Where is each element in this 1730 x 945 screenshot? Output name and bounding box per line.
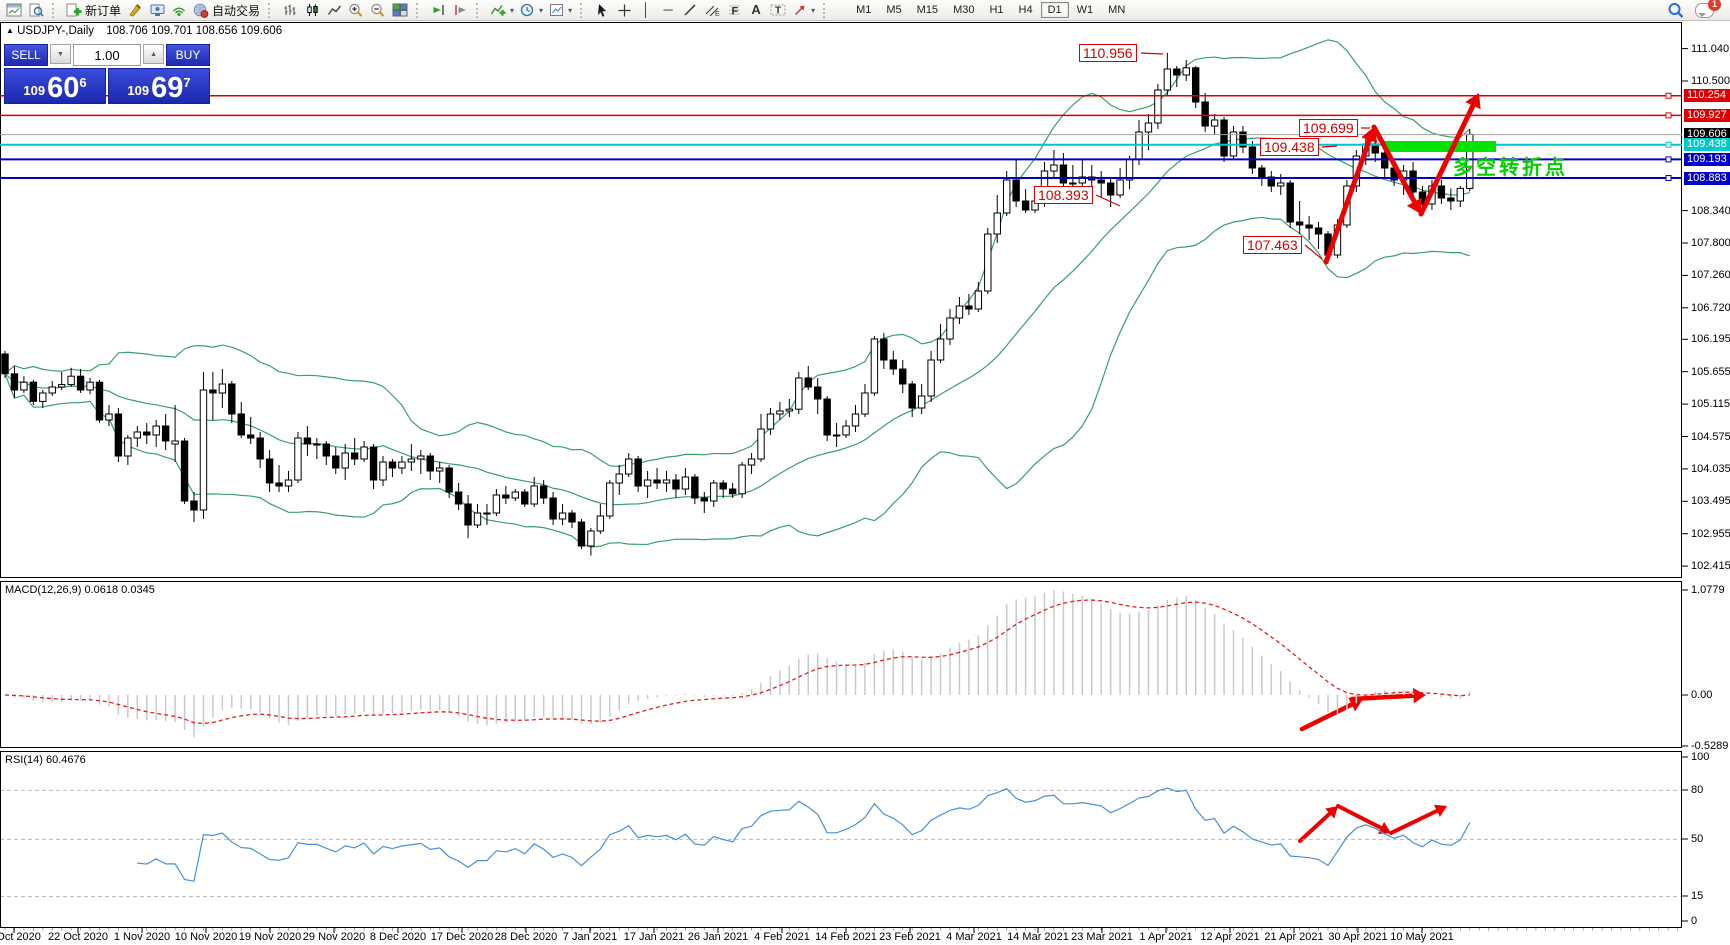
hline-handle[interactable] <box>1665 141 1672 148</box>
hline-handle[interactable] <box>1665 156 1672 163</box>
volume-increase-button[interactable]: ▲ <box>143 44 164 64</box>
chart-title-symbol: USDJPY-,Daily <box>17 25 95 37</box>
toolbar-separator <box>580 2 586 18</box>
cursor-icon[interactable] <box>592 1 612 19</box>
hline-handle[interactable] <box>1665 112 1672 119</box>
text-icon[interactable]: A <box>746 1 766 19</box>
volume-decrease-button[interactable]: ▼ <box>50 44 71 64</box>
horizontal-line-icon[interactable]: ─ <box>658 1 678 19</box>
text-label-icon[interactable]: T <box>768 1 788 19</box>
buy-price-sup: 7 <box>183 75 191 90</box>
hline-handle[interactable] <box>1665 175 1672 182</box>
autotrade-button[interactable]: 自动交易 <box>191 1 262 19</box>
timeframe-button-M30[interactable]: M30 <box>946 2 981 18</box>
timeframe-button-M1[interactable]: M1 <box>849 2 878 18</box>
arrows-icon[interactable]: ▾ <box>790 1 817 19</box>
chart-window-icon[interactable] <box>4 1 24 19</box>
toolbar-separator <box>52 2 58 18</box>
equidistant-channel-icon[interactable]: E <box>702 1 722 19</box>
new-order-button[interactable]: 新订单 <box>64 1 123 19</box>
vertical-line-icon[interactable]: │ <box>636 1 656 19</box>
chevron-down-icon: ▾ <box>510 5 515 15</box>
hline-handle[interactable] <box>1665 92 1672 99</box>
symbol-marker-icon: ▲ <box>6 26 14 35</box>
chart-shift-icon[interactable] <box>450 1 470 19</box>
timeframe-button-M5[interactable]: M5 <box>879 2 908 18</box>
chevron-down-icon: ▾ <box>568 5 573 15</box>
tile-windows-icon[interactable] <box>390 1 410 19</box>
fibonacci-icon[interactable]: F <box>724 1 744 19</box>
chart-title-ohlc: 108.706 109.701 108.656 109.606 <box>106 25 283 37</box>
toolbar-separator <box>823 2 829 18</box>
bar-chart-icon[interactable] <box>280 1 300 19</box>
sell-button[interactable]: SELL <box>4 44 48 66</box>
notification-badge: 1 <box>1708 0 1721 11</box>
periods-icon[interactable]: ▾ <box>518 1 545 19</box>
one-click-trading-panel: SELL ▼ ▲ BUY 109 60 6 109 69 7 <box>4 44 210 106</box>
indicators-icon[interactable]: ▾ <box>488 1 516 19</box>
zoom-in-icon[interactable] <box>346 1 366 19</box>
timeframe-button-H4[interactable]: H4 <box>1012 2 1040 18</box>
timeframe-button-M15[interactable]: M15 <box>910 2 945 18</box>
chart-title: ▲ USDJPY-,Daily 108.706 109.701 108.656 … <box>6 25 282 37</box>
trend-arrows[interactable] <box>1298 93 1481 843</box>
rsi-indicator <box>1 787 1681 898</box>
sell-price-sup: 6 <box>79 75 87 90</box>
notifications-icon[interactable]: 1 <box>1695 0 1721 18</box>
support-zone-rectangle[interactable] <box>1384 141 1496 152</box>
macd-label: MACD(12,26,9) 0.0618 0.0345 <box>5 584 155 596</box>
templates-icon[interactable]: ▾ <box>547 1 574 19</box>
signal-icon[interactable] <box>169 1 189 19</box>
buy-price-small: 109 <box>127 83 150 98</box>
zoom-out-icon[interactable] <box>368 1 388 19</box>
fibonacci-letter: F <box>731 6 738 18</box>
timeframe-button-H1[interactable]: H1 <box>982 2 1010 18</box>
timeframe-button-MN[interactable]: MN <box>1101 2 1132 18</box>
candlesticks <box>1 52 1474 556</box>
auto-scroll-icon[interactable] <box>428 1 448 19</box>
toolbar-separator <box>416 2 422 18</box>
buy-price-box[interactable]: 109 69 7 <box>108 68 210 104</box>
candle-chart-icon[interactable] <box>302 1 322 19</box>
sell-price-box[interactable]: 109 60 6 <box>4 68 106 104</box>
sell-price-big: 60 <box>47 72 80 104</box>
rsi-label: RSI(14) 60.4676 <box>5 754 86 766</box>
macd-indicator <box>4 590 1471 738</box>
crosshair-icon[interactable] <box>614 1 634 19</box>
autotrade-label: 自动交易 <box>212 3 261 18</box>
chevron-down-icon: ▾ <box>811 5 816 15</box>
toolbar-separator <box>476 2 482 18</box>
buy-button[interactable]: BUY <box>166 44 210 66</box>
buy-price-big: 69 <box>151 72 184 104</box>
annotation-note-text[interactable]: 多空转折点 <box>1453 157 1568 179</box>
print-preview-icon[interactable] <box>26 1 46 19</box>
timeframe-switcher: M1 M5 M15 M30 H1 H4 D1 W1 MN <box>849 2 1132 18</box>
new-order-label: 新订单 <box>85 3 122 18</box>
broom-icon[interactable] <box>125 1 145 19</box>
toolbar: 新订单 自动交易 ▾ ▾ ▾ │ ─ E F A T ▾ M1 M5 M15 M30 H… <box>0 0 1730 21</box>
chevron-down-icon: ▾ <box>539 5 544 15</box>
timeframe-button-D1[interactable]: D1 <box>1040 2 1069 18</box>
volume-input[interactable] <box>72 44 142 66</box>
line-chart-icon[interactable] <box>324 1 344 19</box>
label-letter: T <box>775 6 781 17</box>
trendline-icon[interactable] <box>680 1 700 19</box>
timeframe-button-W1[interactable]: W1 <box>1070 2 1101 18</box>
toolbar-separator <box>268 2 274 18</box>
search-icon[interactable] <box>1665 1 1687 19</box>
market-watch-icon[interactable] <box>147 1 167 19</box>
channel-letter: E <box>715 11 720 17</box>
sell-price-small: 109 <box>23 83 46 98</box>
